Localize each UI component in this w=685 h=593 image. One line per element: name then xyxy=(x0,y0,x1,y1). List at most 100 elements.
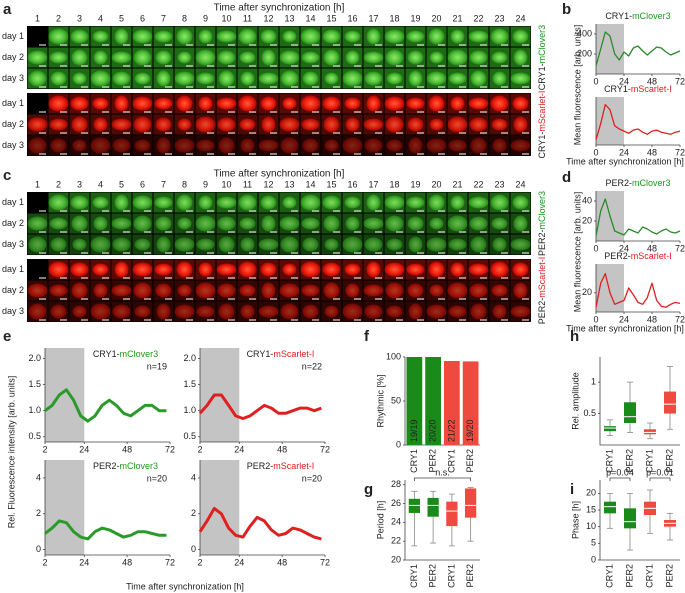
bracket xyxy=(413,477,472,481)
panel-letter: a xyxy=(3,1,12,18)
box xyxy=(604,426,616,432)
y-tick-label: 100 xyxy=(386,351,401,361)
y-tick-label: 5 xyxy=(591,538,596,548)
nucleus xyxy=(50,304,67,319)
y-tick-label: 0.5 xyxy=(183,431,196,441)
nucleus xyxy=(134,238,151,251)
hour-label: 13 xyxy=(284,179,294,189)
panel-letter: g xyxy=(364,481,373,498)
label-part: mScarlet-I xyxy=(537,91,547,132)
nucleus xyxy=(428,194,445,211)
micrograph-background xyxy=(27,26,531,89)
nucleus xyxy=(156,236,171,253)
panel-letter: f xyxy=(364,328,370,345)
nucleus xyxy=(111,284,132,297)
y-tick-label: 22 xyxy=(391,536,401,546)
hour-label: 9 xyxy=(203,179,208,189)
nucleus xyxy=(198,262,213,277)
nucleus xyxy=(428,261,445,278)
box xyxy=(664,391,676,414)
nucleus xyxy=(155,283,172,298)
nucleus xyxy=(217,216,236,231)
nucleus xyxy=(342,236,363,253)
nucleus xyxy=(174,71,195,86)
nucleus xyxy=(261,116,276,133)
label-part: mClover3 xyxy=(537,25,547,64)
nucleus xyxy=(469,50,488,65)
axis xyxy=(599,480,680,561)
nucleus xyxy=(238,194,257,211)
nucleus xyxy=(448,139,467,152)
y-tick-label: 1.0 xyxy=(183,405,196,415)
bar xyxy=(406,357,423,445)
nucleus xyxy=(364,138,383,153)
nucleus xyxy=(177,217,192,230)
nucleus xyxy=(196,238,215,251)
nucleus xyxy=(93,216,108,231)
label-part: mScarlet-I xyxy=(273,461,314,471)
nucleus xyxy=(111,118,132,131)
chart-title: PER2-mScarlet-I xyxy=(604,251,672,261)
nucleus xyxy=(27,216,48,231)
x-tick-label: 24 xyxy=(79,557,89,567)
nucleus xyxy=(324,238,339,251)
channel-label: PER2-mClover3 xyxy=(537,191,547,256)
day-label: day 1 xyxy=(2,197,24,207)
hour-label: 18 xyxy=(389,179,399,189)
y-tick-label: 0.5 xyxy=(583,408,596,418)
x-tick-label: 24 xyxy=(79,444,89,454)
nucleus xyxy=(279,117,300,132)
hour-label: 5 xyxy=(119,179,124,189)
x-tick-label: PER2 xyxy=(428,449,438,473)
nucleus xyxy=(301,217,320,230)
nucleus xyxy=(260,96,277,111)
nucleus xyxy=(280,137,299,154)
axis-label: Mean fluorescence [arb. units] xyxy=(572,192,582,313)
nucleus xyxy=(218,137,235,154)
nucleus xyxy=(300,261,321,278)
nucleus xyxy=(48,261,69,278)
nucleus xyxy=(50,237,67,252)
hour-label: 3 xyxy=(77,179,82,189)
bar xyxy=(425,357,441,445)
nucleus xyxy=(407,216,424,231)
nucleus xyxy=(196,139,215,152)
nucleus xyxy=(218,236,235,253)
hour-label: 20 xyxy=(431,13,441,23)
nucleus xyxy=(217,117,236,132)
nucleus xyxy=(384,195,405,210)
nucleus xyxy=(491,118,508,131)
nucleus xyxy=(28,70,47,87)
nucleus xyxy=(385,215,404,232)
channel-label: PER2-mScarlet-I xyxy=(537,257,547,325)
nucleus xyxy=(93,117,108,132)
hour-label: 6 xyxy=(140,13,145,23)
nucleus xyxy=(447,215,468,232)
nucleus xyxy=(512,195,529,210)
bar xyxy=(444,361,460,445)
nucleus xyxy=(111,217,132,230)
nucleus xyxy=(282,196,297,209)
x-tick-label: CRY1 xyxy=(446,449,456,473)
label-part: mClover3 xyxy=(120,461,159,471)
nucleus xyxy=(198,96,213,111)
hour-label: 4 xyxy=(98,13,103,23)
nucleus xyxy=(282,263,297,276)
hour-label: 22 xyxy=(473,179,483,189)
nucleus xyxy=(344,196,361,209)
nucleus xyxy=(280,70,299,87)
x-tick-label: 48 xyxy=(122,444,132,454)
bracket xyxy=(649,477,671,481)
hour-label: 11 xyxy=(243,13,252,23)
nucleus xyxy=(70,29,89,44)
nucleus xyxy=(154,196,173,209)
chart-title: CRY1-mScarlet-I xyxy=(604,84,672,94)
nucleus xyxy=(260,195,277,210)
nucleus xyxy=(72,238,87,251)
value-label: 20/20 xyxy=(428,419,438,442)
nucleus xyxy=(426,304,447,319)
y-tick-label: 50 xyxy=(391,395,401,405)
nucleus xyxy=(429,118,444,131)
hour-label: 16 xyxy=(347,179,357,189)
